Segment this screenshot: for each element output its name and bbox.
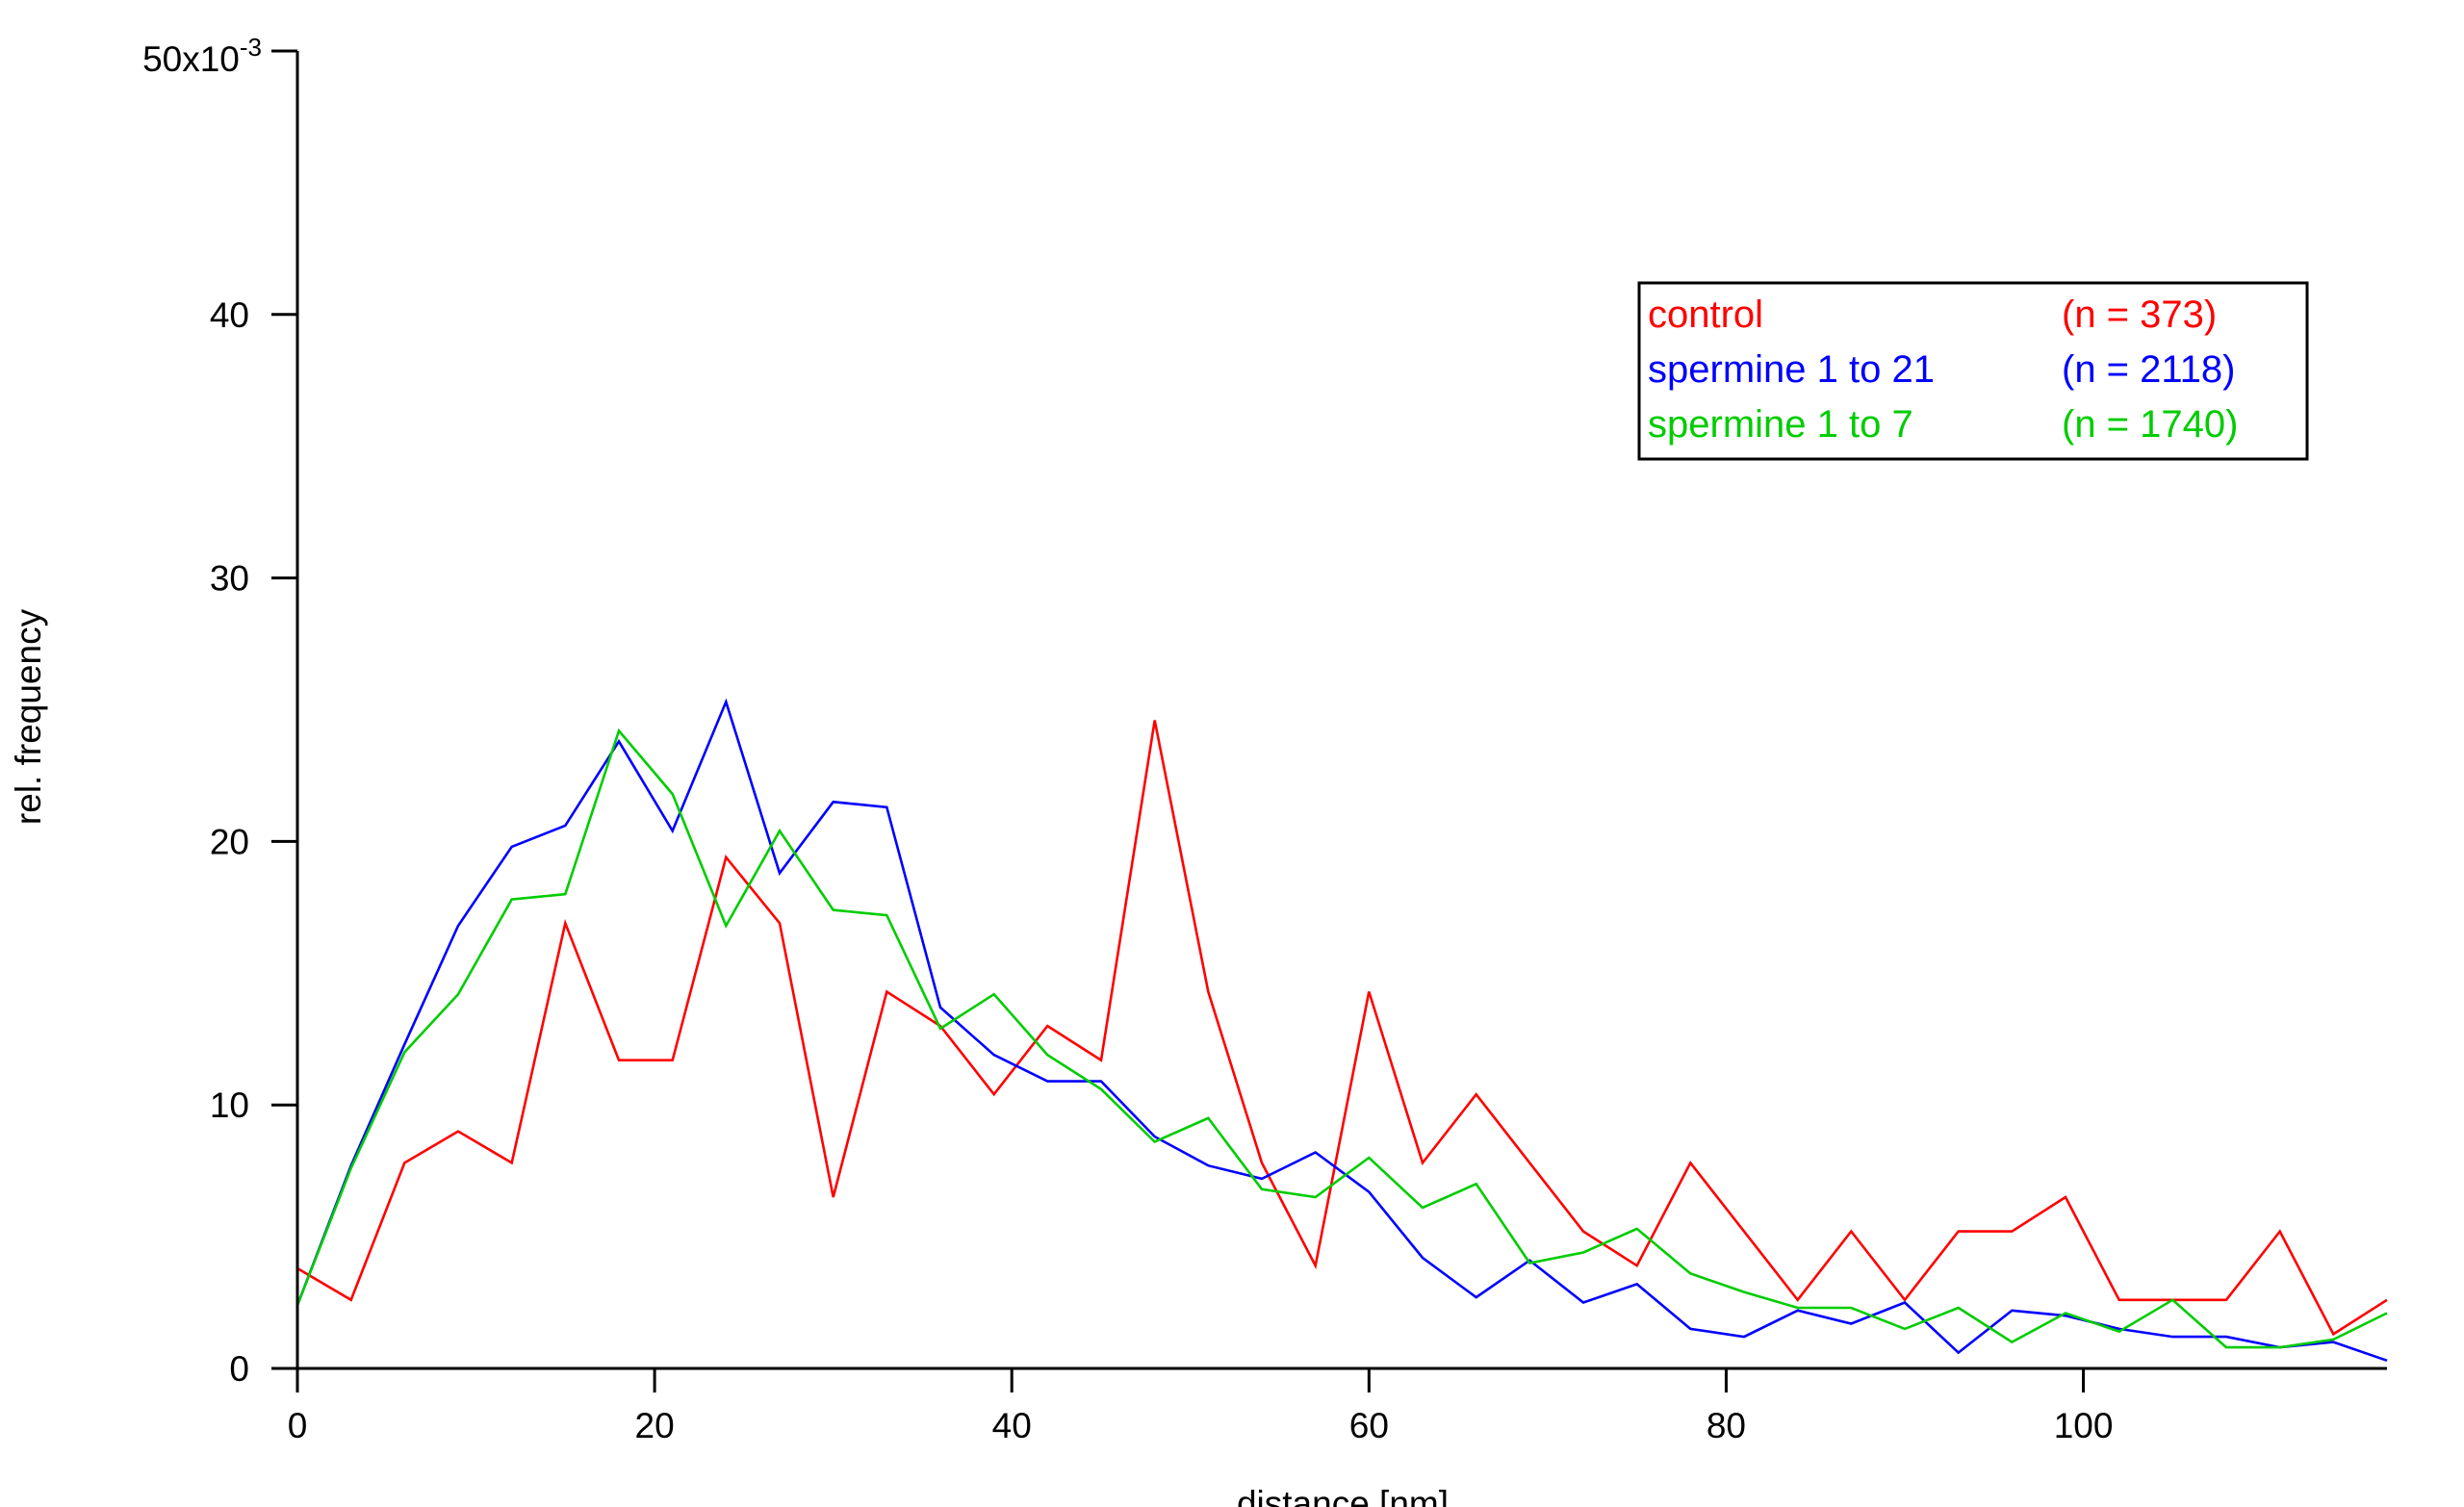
y-tick-label: 20	[210, 822, 249, 861]
legend: control (n = 373) spermine 1 to 21 (n = 211…	[1637, 281, 2309, 461]
x-tick-label: 0	[288, 1406, 308, 1445]
legend-entries: control (n = 373) spermine 1 to 21 (n = 211…	[1648, 294, 2238, 446]
y-axis-multiplier-base: 50	[142, 39, 182, 79]
y-tick-label: 30	[210, 559, 249, 599]
x-axis-ticks: 0 20 40 60 80 100	[288, 1368, 2114, 1445]
y-axis-title: rel. frequency	[9, 608, 48, 825]
y-tick-label: 40	[210, 295, 249, 335]
y-axis-ticks: 0 10 20 30 40	[210, 49, 297, 1389]
x-tick-label: 80	[1707, 1406, 1746, 1445]
legend-series-name: spermine 1 to 7	[1648, 403, 1913, 446]
series-line-2	[295, 698, 2388, 1363]
legend-series-count: (n = 373)	[2062, 294, 2217, 336]
x-tick-label: 40	[992, 1406, 1032, 1445]
series-line-3	[295, 728, 2388, 1349]
x-axis-title: distance [nm]	[1237, 1484, 1449, 1507]
plot-lines	[295, 698, 2388, 1363]
axes: 0 10 20 30 40 0 20 40 60 80 100	[210, 49, 2387, 1445]
legend-series-count: (n = 2118)	[2062, 348, 2236, 391]
x-tick-label: 100	[2054, 1406, 2114, 1445]
series-line-1	[296, 720, 2388, 1337]
y-axis-multiplier-text: x10	[182, 39, 240, 79]
legend-series-count: (n = 1740)	[2062, 403, 2238, 446]
x-tick-label: 20	[635, 1406, 675, 1445]
y-axis-multiplier-exponent: -3	[240, 33, 262, 62]
legend-series-name: control	[1648, 294, 1763, 336]
y-tick-label: 0	[229, 1349, 249, 1389]
y-axis-multiplier-label: 50x10-3	[142, 33, 262, 79]
x-tick-label: 60	[1349, 1406, 1389, 1445]
y-tick-label: 10	[210, 1086, 249, 1125]
legend-box	[1637, 281, 2309, 461]
legend-series-name: spermine 1 to 21	[1648, 348, 1935, 391]
